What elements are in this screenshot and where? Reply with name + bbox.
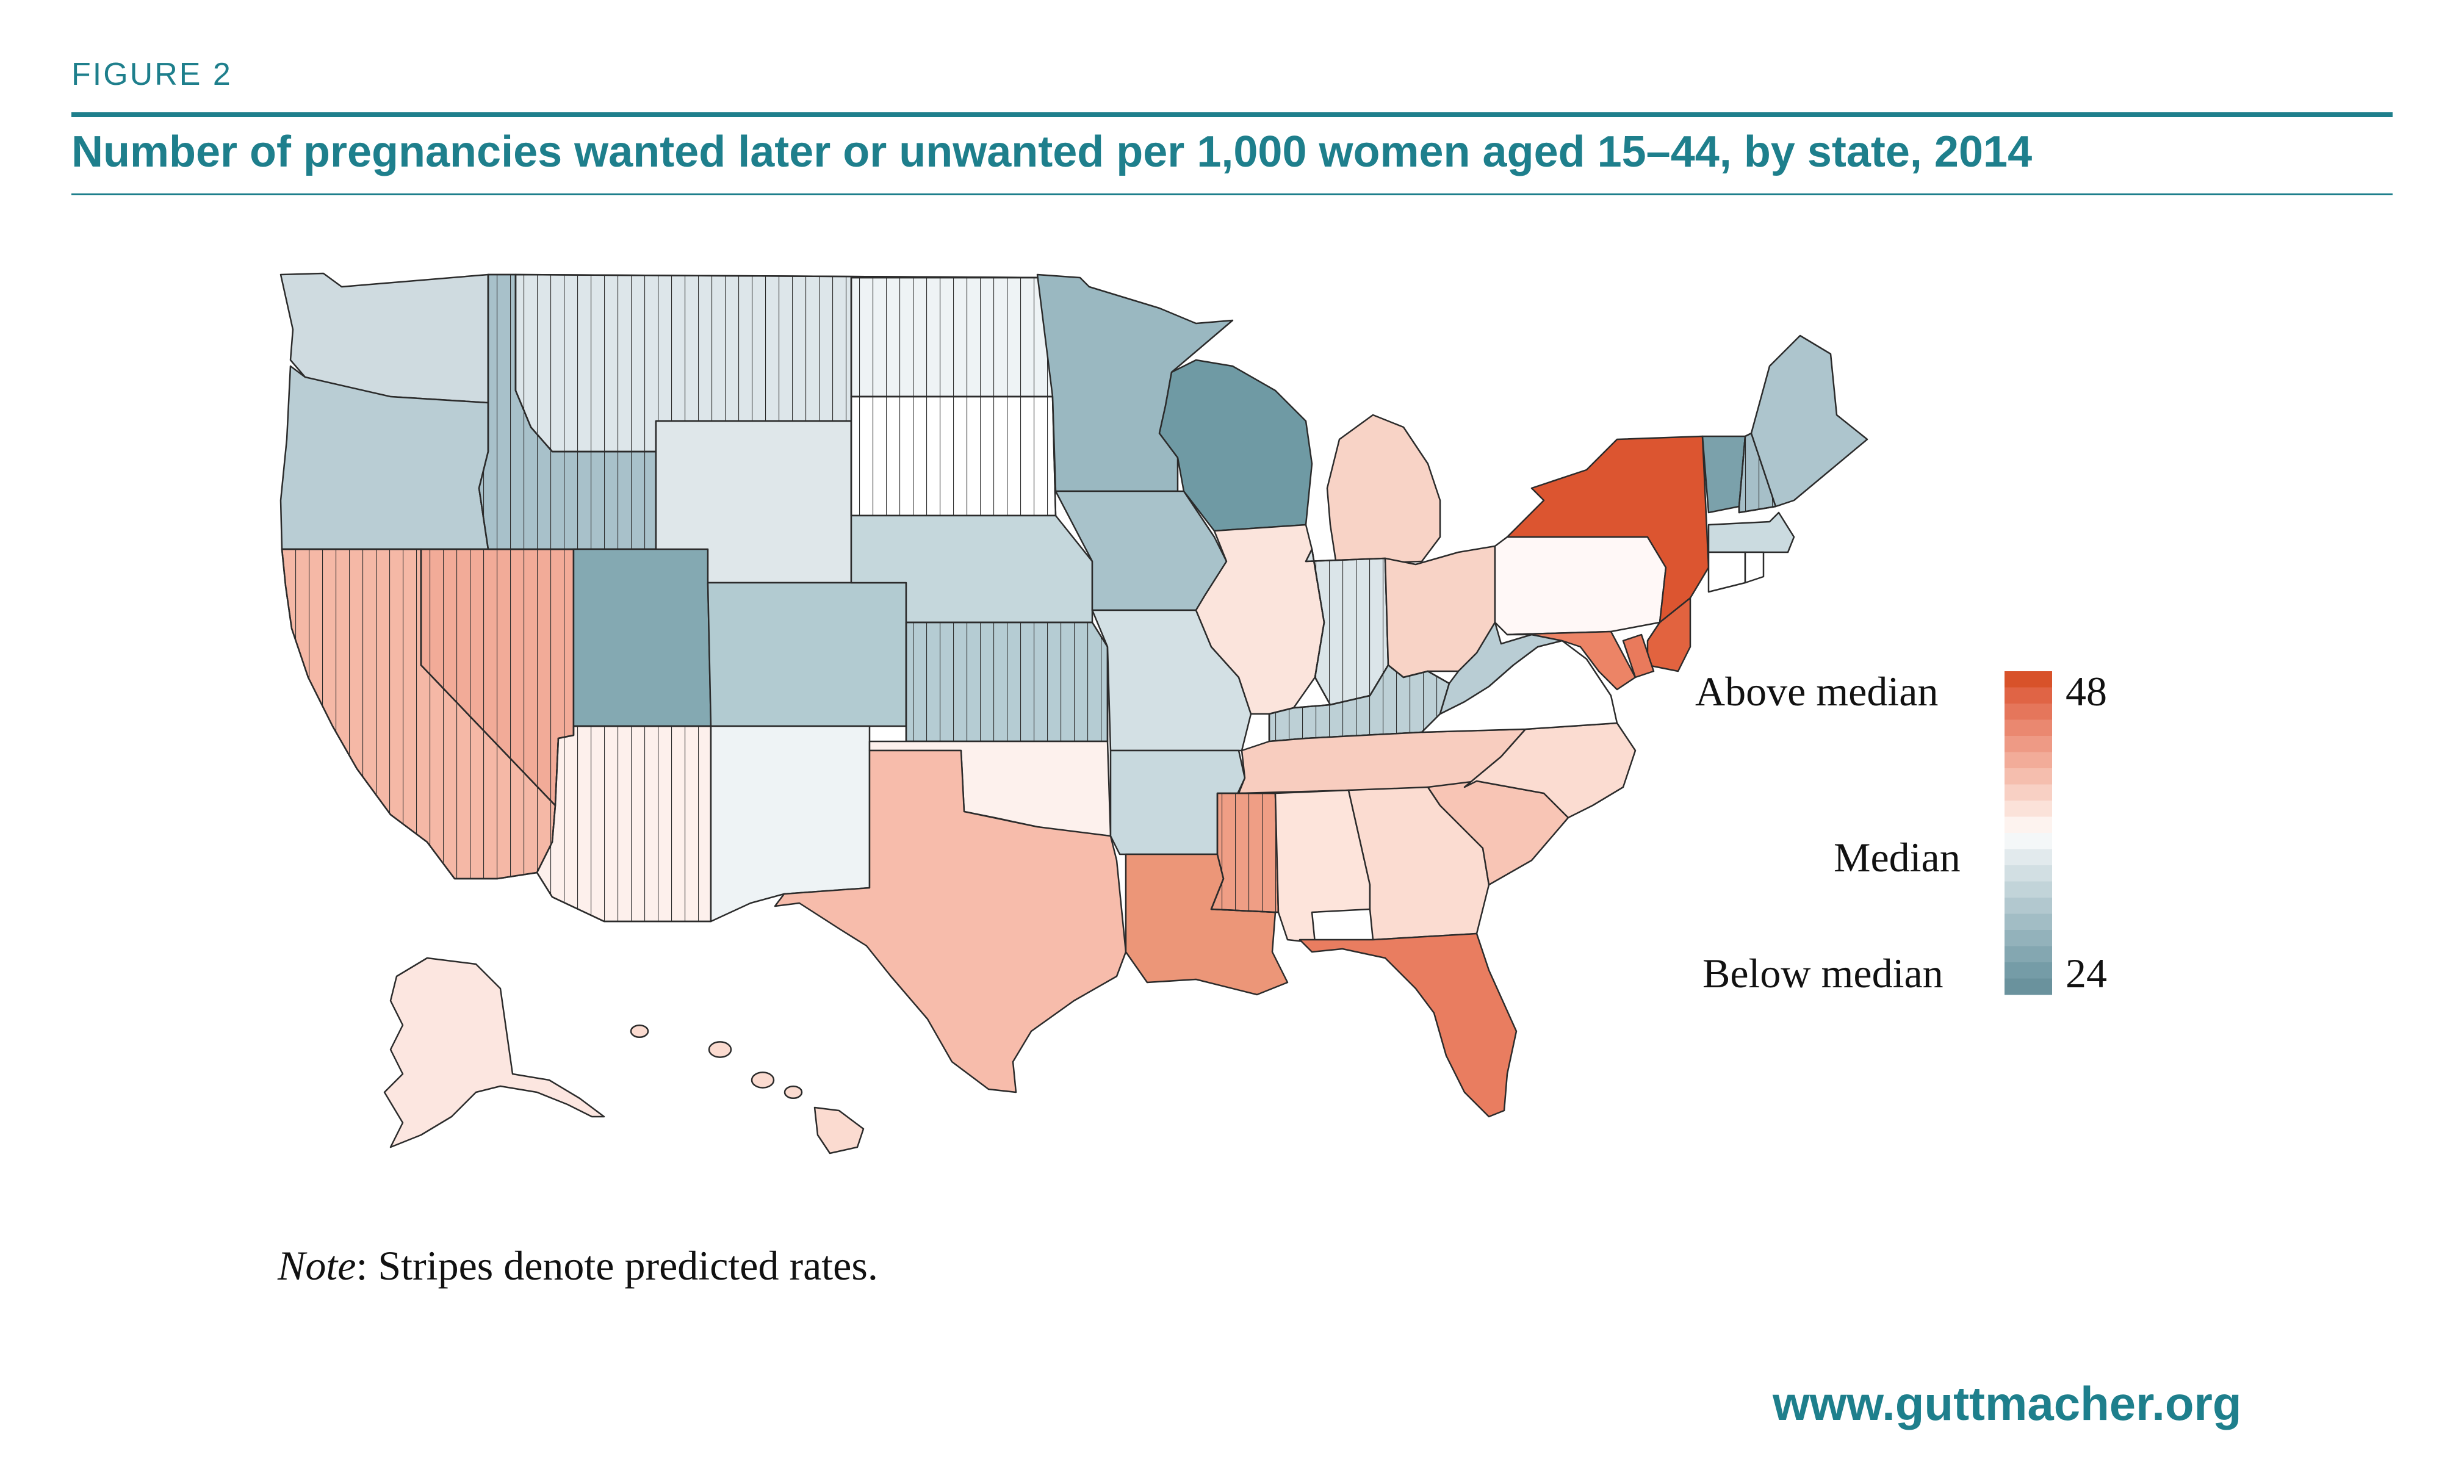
hawaii-island-4	[784, 1085, 803, 1100]
hawaii-island-2	[708, 1041, 732, 1058]
legend-swatch-17	[2005, 930, 2052, 946]
state-mi	[1326, 414, 1441, 566]
legend-swatch-16	[2005, 913, 2052, 931]
state-sd-stripes	[850, 395, 1057, 517]
legend-above-label: Above median	[1695, 668, 1939, 715]
state-ct	[1707, 551, 1746, 593]
note-label: Note	[278, 1242, 356, 1289]
legend-swatch-19	[2005, 962, 2052, 979]
footnote: Note: Stripes denote predicted rates.	[278, 1242, 878, 1290]
legend-swatch-14	[2005, 881, 2052, 898]
website-url: www.guttmacher.org	[1773, 1377, 2242, 1430]
state-az-stripes	[536, 725, 712, 923]
state-vt	[1701, 435, 1746, 514]
legend-swatch-4	[2005, 719, 2052, 737]
legend-max-value: 48	[2066, 668, 2107, 715]
legend-swatch-7	[2005, 768, 2052, 785]
state-ks-stripes	[905, 621, 1109, 743]
state-nj	[1646, 597, 1691, 672]
figure-label: FIGURE 2	[71, 57, 232, 92]
note-text: : Stripes denote predicted rates.	[356, 1242, 878, 1289]
legend-swatch-8	[2005, 784, 2052, 801]
state-ny	[1506, 435, 1710, 624]
legend-swatch-13	[2005, 865, 2052, 882]
legend-swatch-11	[2005, 833, 2052, 849]
legend-swatch-15	[2005, 898, 2052, 914]
state-md	[1506, 630, 1637, 691]
state-fl	[1299, 932, 1518, 1118]
state-de	[1622, 633, 1655, 679]
state-nh-stripes	[1738, 432, 1777, 514]
state-me	[1750, 334, 1868, 508]
state-ma	[1707, 511, 1795, 553]
state-hi	[813, 1106, 865, 1154]
legend-below-label: Below median	[1702, 950, 1943, 996]
state-pa	[1494, 536, 1667, 636]
state-ri	[1744, 551, 1765, 584]
hawaii-island-3	[751, 1072, 775, 1089]
legend-median-label: Median	[1834, 834, 1961, 881]
title-rule-bottom	[71, 193, 2393, 195]
legend-swatch-3	[2005, 704, 2052, 720]
state-tx	[774, 749, 1127, 1093]
hawaii-island-1	[630, 1024, 649, 1039]
state-ak	[383, 957, 605, 1148]
legend-swatch-18	[2005, 946, 2052, 963]
state-ut	[572, 548, 712, 727]
legend-swatch-12	[2005, 849, 2052, 866]
legend-swatch-1	[2005, 671, 2052, 688]
state-nc	[1463, 722, 1637, 819]
state-co	[707, 582, 907, 727]
legend-swatch-10	[2005, 816, 2052, 834]
legend-swatch-6	[2005, 752, 2052, 769]
title-rule-top	[71, 112, 2393, 117]
legend-swatch-9	[2005, 801, 2052, 817]
legend-swatch-2	[2005, 687, 2052, 704]
legend-swatch-5	[2005, 736, 2052, 752]
state-ms-stripes	[1210, 792, 1280, 913]
legend-swatch-20	[2005, 978, 2052, 995]
state-nd-stripes	[850, 276, 1054, 398]
chart-title: Number of pregnancies wanted later or un…	[71, 128, 2033, 176]
legend-min-value: 24	[2066, 950, 2107, 996]
